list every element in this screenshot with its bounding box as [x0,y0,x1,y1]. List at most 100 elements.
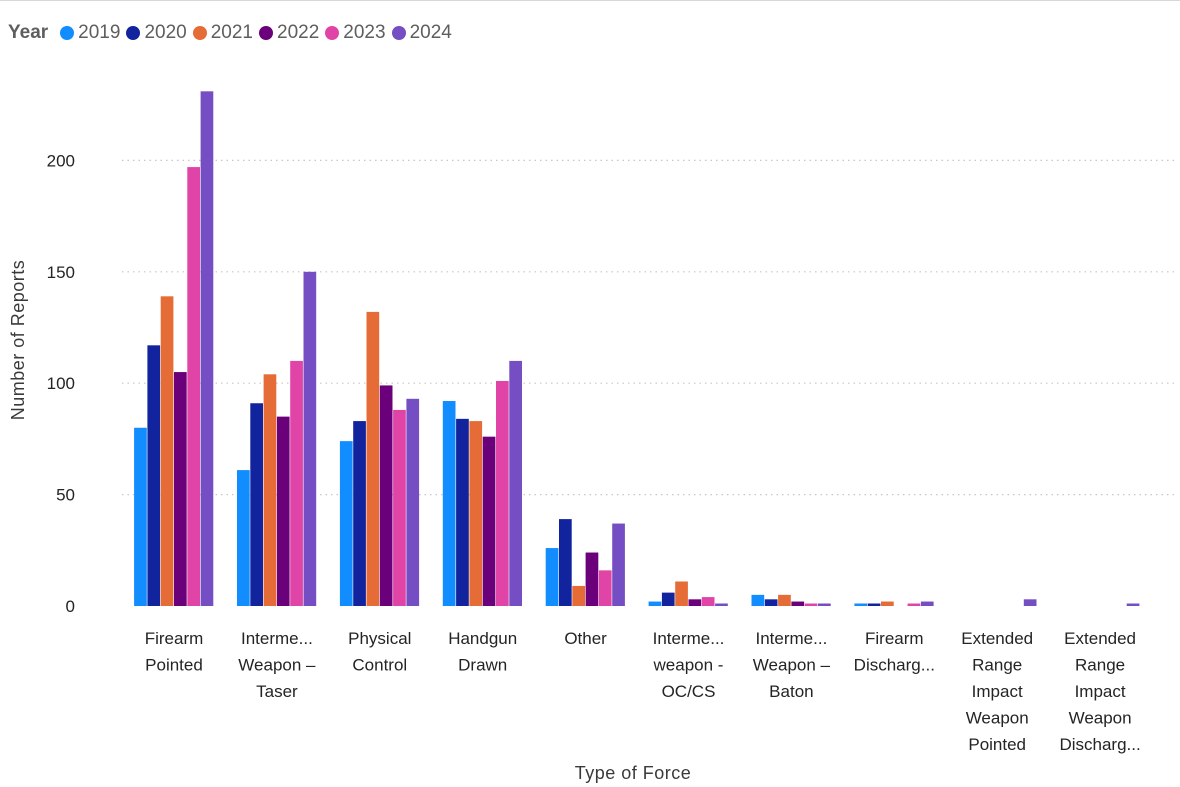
bar-2021-cat3[interactable] [469,421,483,606]
bar-2019-cat0[interactable] [134,427,147,606]
x-tick-line: Impact [972,682,1023,701]
bar-2022-cat3[interactable] [482,436,496,606]
x-tick-line: Taser [256,682,298,701]
x-tick-line: Extended [1064,629,1136,648]
bar-2019-cat7[interactable] [854,603,868,607]
bar-2023-cat3[interactable] [496,380,509,606]
bar-2020-cat7[interactable] [867,603,881,607]
bar-2020-cat4[interactable] [559,519,572,606]
bar-2023-cat6[interactable] [804,603,818,607]
x-axis-title: Type of Force [575,763,692,783]
bar-2024-cat9[interactable] [1126,603,1140,607]
x-tick-label: Other [564,629,607,648]
bar-2021-cat0[interactable] [160,296,174,606]
x-tick-label: Extended Range Impact Weapon Discharg... [1059,629,1140,754]
legend-label: 2023 [343,22,386,43]
bar-2022-cat0[interactable] [174,372,187,606]
legend-swatch-icon [259,26,273,40]
bar-2024-cat4[interactable] [612,523,625,606]
bar-2020-cat6[interactable] [764,599,778,606]
bar-2022-cat2[interactable] [379,385,393,606]
legend-swatch-icon [60,26,75,40]
y-axis-title: Number of Reports [8,260,28,421]
x-tick-line: Extended [961,629,1033,648]
x-tick-line: OC/CS [662,682,716,701]
bar-2019-cat3[interactable] [442,401,456,606]
legend-label: 2019 [78,22,121,43]
legend-label: 2021 [210,22,253,43]
y-tick-label: 200 [47,151,75,170]
bar-2024-cat7[interactable] [920,601,934,606]
bar-2020-cat0[interactable] [147,345,161,606]
bar-2022-cat1[interactable] [276,416,290,606]
bar-2021-cat4[interactable] [572,585,585,606]
bar-2020-cat2[interactable] [353,421,366,606]
legend-item-2022[interactable]: 2022 [259,22,319,44]
x-tick-line: Pointed [968,735,1026,754]
bar-2023-cat7[interactable] [907,603,921,607]
bar-2019-cat5[interactable] [648,601,662,606]
x-tick-line: Firearm [145,629,204,648]
bar-2019-cat4[interactable] [545,548,559,606]
x-tick-line: Weapon [966,709,1029,728]
legend-swatch-icon [126,26,141,40]
bar-2023-cat1[interactable] [290,360,303,606]
bar-2020-cat3[interactable] [456,418,469,606]
bar-2021-cat1[interactable] [263,374,277,606]
bar-2023-cat4[interactable] [598,570,612,606]
legend-item-2019[interactable]: 2019 [60,22,120,44]
bar-2019-cat6[interactable] [751,594,765,606]
bar-2024-cat6[interactable] [818,603,831,607]
bar-2022-cat5[interactable] [688,599,702,606]
x-tick-line: Baton [769,682,813,701]
legend-items: 2019 2020 2021 2022 2023 2024 [60,22,458,44]
legend: Year 2019 2020 2021 2022 2023 2024 [8,21,458,45]
legend-label: 2020 [144,22,187,43]
bar-2019-cat1[interactable] [237,470,250,606]
x-axis-ticks: Firearm Pointed Interme... Weapon – Taser Phy… [145,629,1141,754]
bar-2023-cat2[interactable] [393,409,406,606]
legend-item-2023[interactable]: 2023 [325,22,386,44]
legend-item-2020[interactable]: 2020 [126,22,187,44]
x-tick-label: Extended Range Impact Weapon Pointed [961,629,1033,754]
bar-2024-cat3[interactable] [509,360,522,606]
bar-2021-cat5[interactable] [675,581,688,606]
bar-2020-cat1[interactable] [250,403,263,606]
x-tick-label: Interme... weapon - OC/CS [653,629,725,701]
bar-2024-cat0[interactable] [200,91,214,606]
bar-2019-cat2[interactable] [339,441,353,606]
bar-2024-cat5[interactable] [715,603,728,607]
bar-2021-cat7[interactable] [881,601,894,606]
x-tick-label: Interme... Weapon – Baton [753,629,831,701]
legend-item-2024[interactable]: 2024 [391,22,452,44]
bar-2023-cat5[interactable] [701,597,715,606]
x-tick-line: Interme... [241,629,313,648]
x-tick-label: Interme... Weapon – Taser [238,629,316,701]
bar-2021-cat6[interactable] [778,594,791,606]
x-tick-line: Other [564,629,607,648]
x-tick-line: Range [1075,656,1125,675]
legend-label: 2024 [409,22,452,43]
x-tick-line: Weapon [1069,709,1132,728]
x-tick-line: Handgun [448,629,517,648]
bar-2021-cat2[interactable] [366,311,380,606]
bar-2020-cat5[interactable] [661,592,675,606]
x-tick-label: Physical Control [348,629,411,675]
legend-item-2021[interactable]: 2021 [192,22,253,44]
bar-2024-cat1[interactable] [303,271,317,606]
x-tick-line: Pointed [145,656,203,675]
bar-2022-cat6[interactable] [791,601,805,606]
bar-2024-cat8[interactable] [1023,599,1037,606]
bars [134,91,1140,607]
y-axis-ticks: 0 50 100 150 200 [47,151,75,616]
bar-2023-cat0[interactable] [187,167,200,606]
bar-2024-cat2[interactable] [406,398,420,606]
x-tick-line: Impact [1075,682,1126,701]
y-tick-label: 0 [66,597,75,616]
x-tick-label: Firearm Discharg... [854,629,935,675]
y-tick-label: 50 [56,486,75,505]
top-border [0,0,1180,1]
bar-2022-cat4[interactable] [585,552,599,606]
legend-title: Year [8,22,49,43]
